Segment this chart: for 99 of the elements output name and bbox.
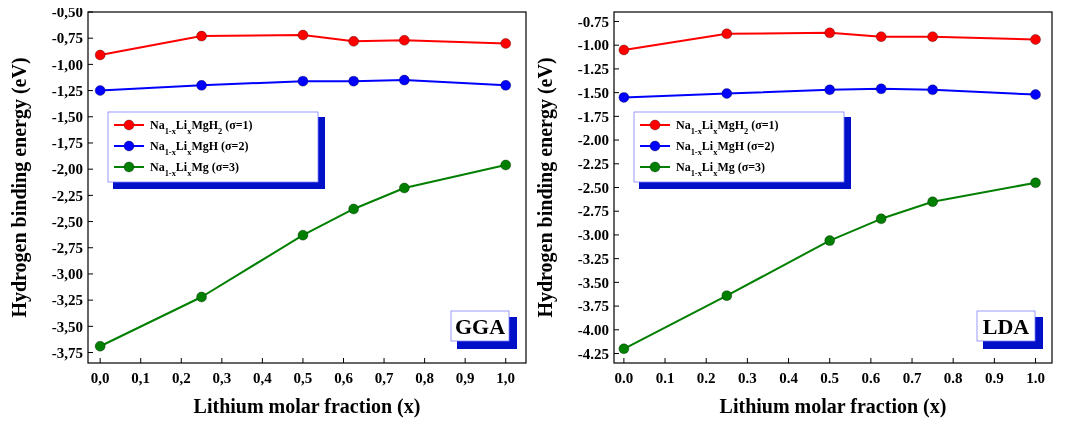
- x-tick-label: 0,7: [374, 370, 394, 386]
- annotation: LDA: [982, 314, 1030, 339]
- x-tick-label: 0,5: [293, 370, 313, 386]
- point: [721, 28, 733, 40]
- point: [94, 340, 106, 352]
- x-tick-label: 0.2: [696, 370, 716, 386]
- point: [398, 74, 410, 86]
- y-tick-label: -3.50: [577, 274, 609, 291]
- y-tick-label: -0,75: [51, 30, 83, 47]
- x-tick-label: 0.3: [738, 370, 757, 386]
- point: [348, 75, 360, 87]
- point: [297, 75, 309, 87]
- point: [348, 203, 360, 215]
- x-tick-label: 0,2: [171, 370, 191, 386]
- y-tick-label: -0,50: [51, 4, 83, 21]
- y-tick-label: -3,50: [51, 318, 83, 335]
- x-tick-label: 0.7: [902, 370, 922, 386]
- x-tick-label: 0.1: [655, 370, 675, 386]
- point: [500, 37, 512, 49]
- point: [1030, 34, 1042, 46]
- point: [1030, 177, 1042, 189]
- legend-label: Na$_{1-x}$Li$_{x}$Mg (σ=3): [150, 160, 240, 178]
- x-tick-label: 1,0: [496, 370, 516, 386]
- y-tick-label: -1.00: [577, 37, 609, 54]
- x-tick-label: 0,6: [334, 370, 354, 386]
- point: [824, 27, 836, 39]
- point: [618, 343, 630, 355]
- legend-label: Na$_{1-x}$Li$_{x}$MgH$_{2}$ (σ=1): [676, 118, 779, 136]
- point: [348, 35, 360, 47]
- y-tick-label: -0.75: [577, 13, 609, 30]
- point: [824, 235, 836, 247]
- point: [721, 290, 733, 302]
- point: [500, 159, 512, 171]
- y-tick-label: -2.75: [577, 203, 609, 220]
- y-tick-label: -1,25: [51, 82, 83, 99]
- point: [500, 79, 512, 91]
- legend-label: Na$_{1-x}$Li$_{x}$MgH$_{2}$ (σ=1): [150, 118, 253, 136]
- x-tick-label: 1.0: [1026, 370, 1045, 386]
- y-tick-label: -1,00: [51, 56, 83, 73]
- y-tick-label: -3,75: [51, 344, 83, 361]
- y-tick-label: -1,75: [51, 135, 83, 152]
- point: [398, 34, 410, 46]
- y-tick-label: -2.50: [577, 179, 609, 196]
- y-tick-label: -3,25: [51, 292, 83, 309]
- point: [94, 85, 106, 97]
- y-tick-label: -3,00: [51, 266, 83, 283]
- x-tick-label: 0,4: [253, 370, 273, 386]
- y-tick-label: -4.00: [577, 322, 609, 339]
- y-tick-label: -2,50: [51, 213, 83, 230]
- y-axis-title: Hydrogen binding energy (eV): [8, 57, 31, 318]
- point: [875, 83, 887, 95]
- x-tick-label: 0,1: [131, 370, 151, 386]
- point: [927, 84, 939, 96]
- point: [618, 44, 630, 56]
- legend-label: Na$_{1-x}$Li$_{x}$MgH (σ=2): [150, 139, 249, 157]
- x-tick-label: 0.4: [779, 370, 799, 386]
- y-tick-label: -3.25: [577, 250, 609, 267]
- y-tick-label: -1.50: [577, 84, 609, 101]
- x-tick-label: 0,3: [212, 370, 232, 386]
- x-tick-label: 0.0: [614, 370, 634, 386]
- x-tick-label: 0.5: [820, 370, 840, 386]
- point: [398, 182, 410, 194]
- y-axis-title: Hydrogen binding energy (eV): [534, 57, 557, 318]
- y-tick-label: -1,50: [51, 109, 83, 126]
- point: [721, 88, 733, 100]
- x-tick-label: 0.8: [943, 370, 963, 386]
- y-tick-label: -4.25: [577, 345, 609, 362]
- y-tick-label: -3.00: [577, 227, 609, 244]
- point: [1030, 89, 1042, 101]
- x-tick-label: 0,0: [90, 370, 110, 386]
- x-tick-label: 0,8: [415, 370, 434, 386]
- x-tick-label: 0.6: [861, 370, 881, 386]
- y-tick-label: -3.75: [577, 298, 609, 315]
- x-tick-label: 0.9: [984, 370, 1004, 386]
- y-tick-label: -2.25: [577, 156, 609, 173]
- point: [94, 49, 106, 61]
- y-tick-label: -2,25: [51, 187, 83, 204]
- point: [927, 196, 939, 208]
- point: [875, 213, 887, 225]
- point: [927, 31, 939, 43]
- point: [875, 31, 887, 43]
- annotation: GGA: [454, 314, 506, 339]
- y-tick-label: -2,75: [51, 240, 83, 256]
- point: [297, 229, 309, 241]
- y-tick-label: -1.75: [577, 108, 609, 125]
- y-tick-label: -2.00: [577, 132, 609, 149]
- point: [824, 84, 836, 96]
- legend-label: Na$_{1-x}$Li$_{x}$MgH (σ=2): [676, 139, 775, 157]
- point: [196, 30, 208, 42]
- point: [196, 79, 208, 91]
- x-axis-title: Lithium molar fraction (x): [719, 395, 947, 418]
- y-tick-label: -1.25: [577, 61, 609, 78]
- x-tick-label: 0,9: [455, 370, 475, 386]
- x-axis-title: Lithium molar fraction (x): [193, 395, 421, 418]
- y-tick-label: -2,00: [51, 161, 83, 178]
- legend-label: Na$_{1-x}$Li$_{x}$Mg (σ=3): [676, 160, 766, 178]
- point: [297, 29, 309, 41]
- point: [618, 91, 630, 103]
- point: [196, 291, 208, 303]
